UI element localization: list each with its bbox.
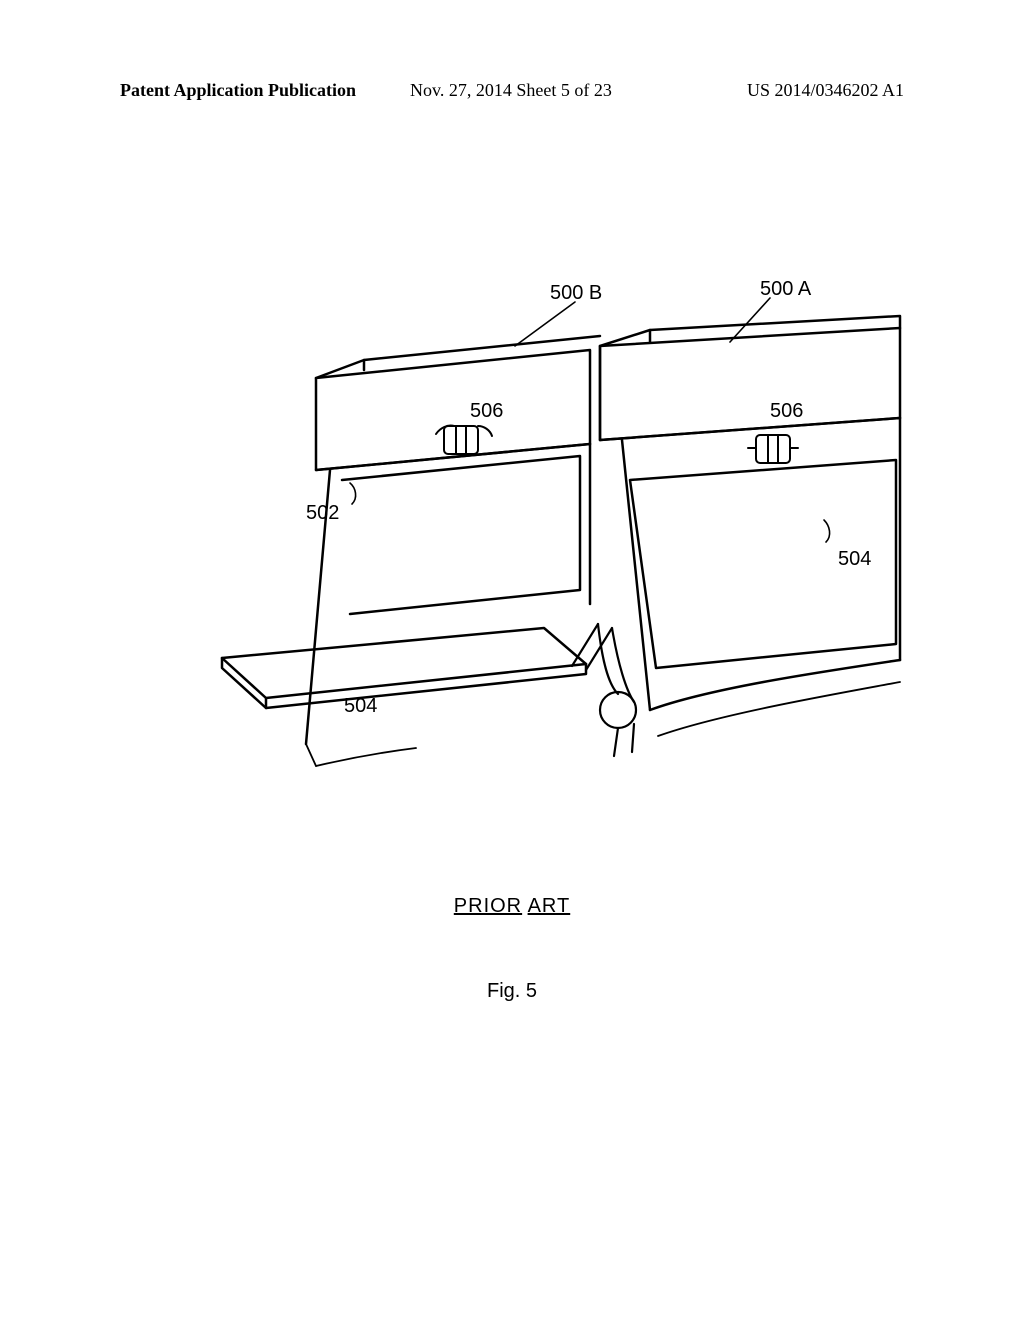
header-right: US 2014/0346202 A1 (747, 80, 904, 101)
prior-art-word-1: PRIOR (454, 895, 522, 917)
ref-506-right: 506 (770, 400, 803, 423)
header-left: Patent Application Publication (120, 80, 356, 101)
prior-art-caption: PRIOR ART (0, 895, 1024, 918)
ref-504-right: 504 (838, 548, 871, 571)
figure-caption: Fig. 5 (0, 980, 1024, 1003)
ref-502: 502 (306, 502, 339, 525)
page: Patent Application Publication Nov. 27, … (0, 0, 1024, 1320)
header-center: Nov. 27, 2014 Sheet 5 of 23 (410, 80, 612, 101)
ref-504-left: 504 (344, 695, 377, 718)
patent-figure: 500 B 500 A 506 506 502 504 504 (120, 270, 904, 830)
figure-svg (120, 270, 904, 830)
ref-500a: 500 A (760, 278, 811, 301)
ref-500b: 500 B (550, 282, 602, 305)
ref-506-left: 506 (470, 400, 503, 423)
prior-art-word-2: ART (528, 895, 571, 917)
